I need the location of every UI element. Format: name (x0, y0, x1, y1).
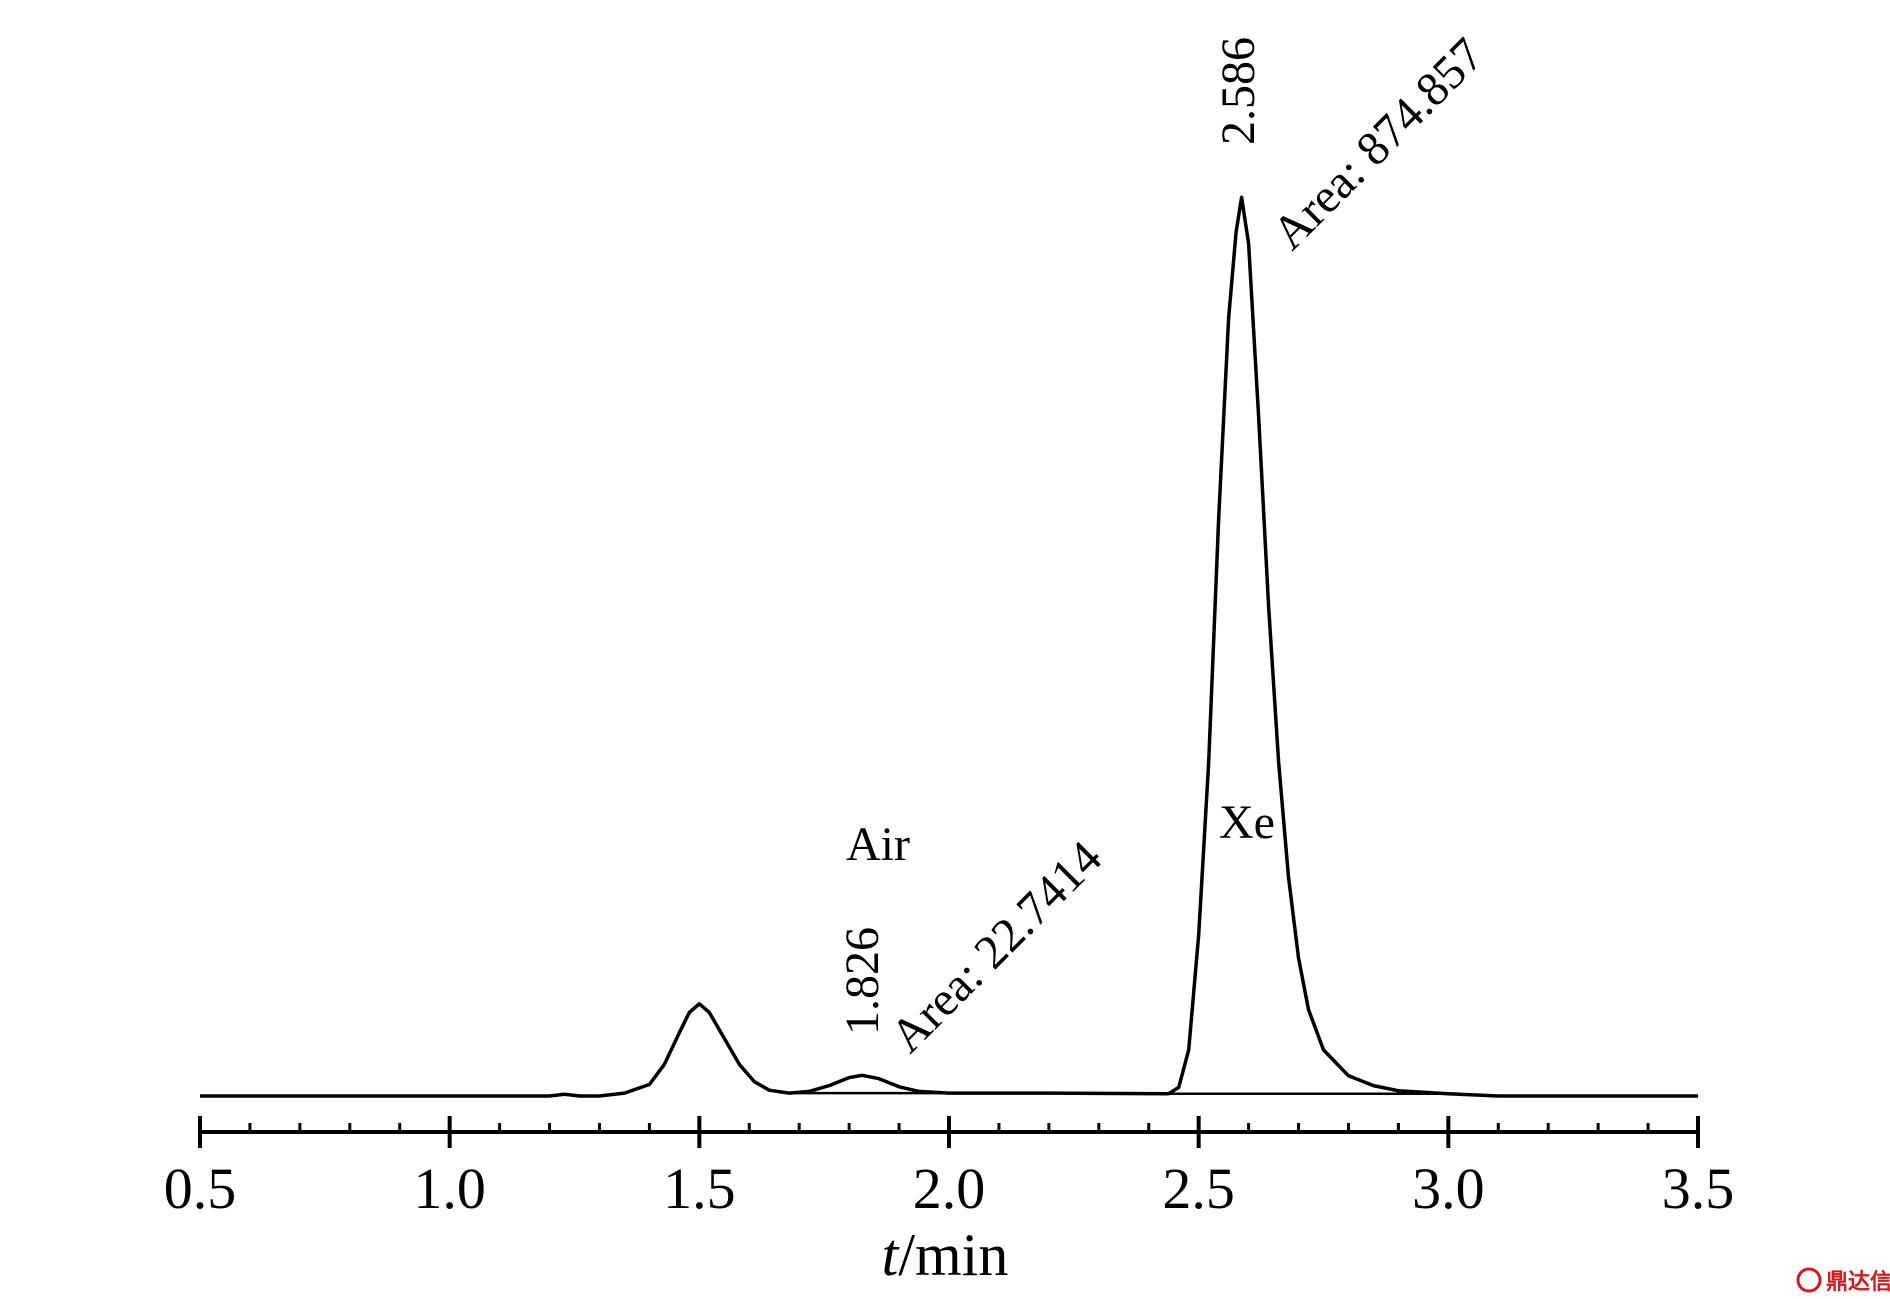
watermark-text: 鼎达信 (1826, 1269, 1890, 1295)
watermark: 鼎达信 (1796, 1267, 1890, 1295)
peak-area-label: Area: 874.857 (1262, 28, 1494, 260)
x-axis-label-symbol: t (882, 1222, 900, 1288)
series-group (200, 195, 1698, 1098)
x-axis: 0.5 1.0 1.5 2.0 2.5 3.0 3.5 (164, 1116, 1735, 1221)
peak-area-label: Area: 22.7414 (880, 831, 1112, 1063)
x-tick-label: 2.5 (1162, 1156, 1235, 1221)
peak-retention-label: 1.826 (836, 927, 889, 1035)
x-tick-label: 1.5 (663, 1156, 736, 1221)
x-tick-label: 1.0 (413, 1156, 486, 1221)
peak-compound-label: Xe (1219, 796, 1275, 849)
peak-compound-label: Air (846, 818, 910, 871)
x-tick-label: 3.0 (1412, 1156, 1485, 1221)
x-tick-label: 2.0 (913, 1156, 986, 1221)
x-axis-label-unit: /min (898, 1222, 1008, 1288)
logo-badge-icon (1796, 1267, 1822, 1293)
x-axis-label: t/min (882, 1222, 1009, 1288)
x-tick-label: 3.5 (1662, 1156, 1735, 1221)
x-tick-label: 0.5 (164, 1156, 237, 1221)
peak-retention-label: 2.586 (1212, 37, 1265, 145)
